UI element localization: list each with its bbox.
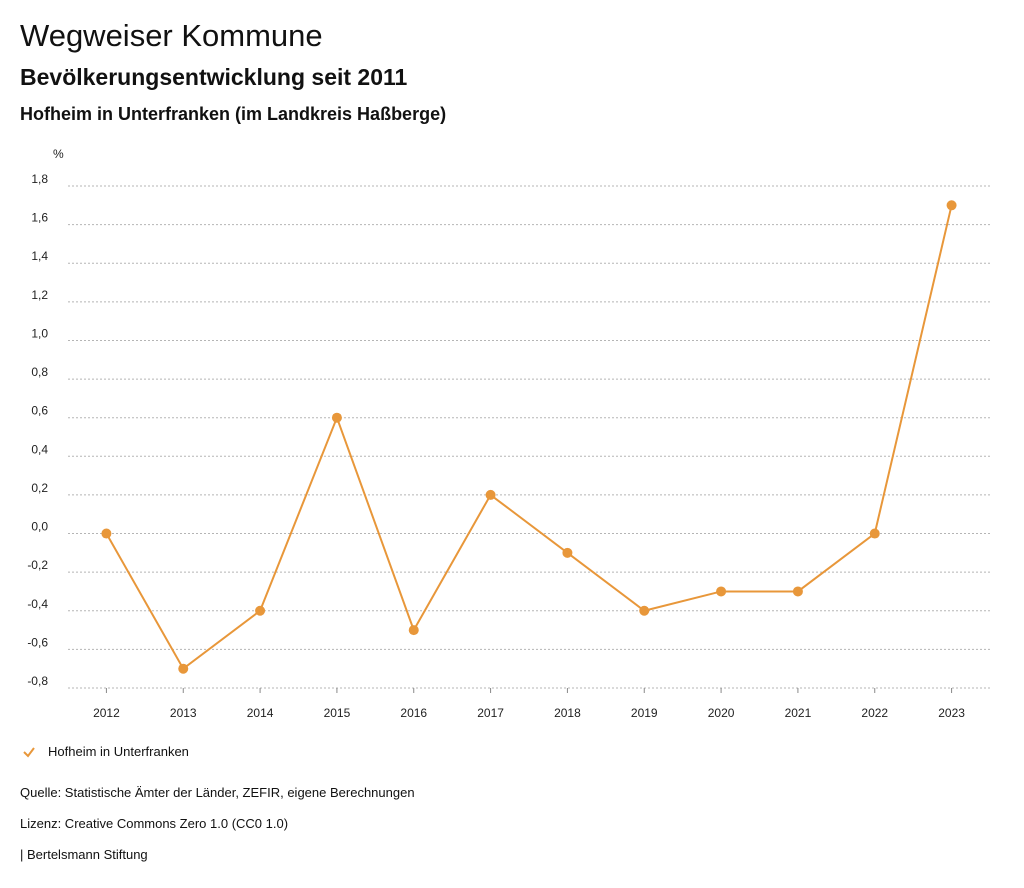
x-tick-label: 2017 bbox=[477, 706, 504, 720]
y-tick-label: 1,6 bbox=[31, 211, 48, 225]
x-tick-label: 2014 bbox=[247, 706, 274, 720]
line-chart: % -0,8 -0,6 -0,4 -0,2 0,0 0,2 0,4 0,6 0,8 1,0 1,2 1… bbox=[27, 147, 990, 720]
chart-place: Hofheim in Unterfranken (im Landkreis Ha… bbox=[20, 104, 447, 124]
x-tick-label: 2022 bbox=[861, 706, 888, 720]
x-axis-ticks: 2012 2013 2014 2015 2016 2017 2018 2019 2020 2021… bbox=[93, 688, 965, 720]
chart-subtitle: Bevölkerungsentwicklung seit 2011 bbox=[20, 64, 408, 90]
y-tick-label: 0,2 bbox=[31, 481, 48, 495]
x-tick-label: 2013 bbox=[170, 706, 197, 720]
y-tick-label: -0,6 bbox=[27, 635, 48, 649]
data-point[interactable] bbox=[485, 489, 496, 500]
data-point[interactable] bbox=[331, 412, 342, 423]
y-tick-label: 1,4 bbox=[31, 249, 48, 263]
y-tick-label: 1,2 bbox=[31, 288, 48, 302]
y-tick-label: -0,8 bbox=[27, 674, 48, 688]
series-line bbox=[105, 205, 953, 671]
y-tick-label: 0,6 bbox=[31, 404, 48, 418]
data-point[interactable] bbox=[178, 663, 189, 674]
brand-note: | Bertelsmann Stiftung bbox=[20, 847, 148, 862]
y-tick-label: 0,0 bbox=[31, 520, 48, 534]
x-tick-label: 2019 bbox=[631, 706, 658, 720]
y-tick-label: 0,8 bbox=[31, 365, 48, 379]
chart-title: Wegweiser Kommune bbox=[20, 18, 323, 53]
y-tick-label: -0,4 bbox=[27, 597, 48, 611]
x-tick-label: 2016 bbox=[400, 706, 427, 720]
source-note: Quelle: Statistische Ämter der Länder, Z… bbox=[20, 785, 415, 800]
grid-lines bbox=[68, 185, 990, 689]
legend-label: Hofheim in Unterfranken bbox=[48, 744, 189, 759]
data-point[interactable] bbox=[946, 200, 957, 211]
x-tick-label: 2021 bbox=[785, 706, 812, 720]
data-point[interactable] bbox=[101, 528, 112, 539]
y-tick-label: -0,2 bbox=[27, 558, 48, 572]
data-point[interactable] bbox=[639, 605, 650, 616]
x-tick-label: 2012 bbox=[93, 706, 120, 720]
x-tick-label: 2015 bbox=[324, 706, 351, 720]
data-point[interactable] bbox=[408, 625, 419, 636]
y-tick-label: 0,4 bbox=[31, 442, 48, 456]
y-axis-ticks: -0,8 -0,6 -0,4 -0,2 0,0 0,2 0,4 0,6 0,8 1,0 1,2 1,4… bbox=[27, 172, 48, 688]
x-tick-label: 2023 bbox=[938, 706, 965, 720]
y-unit-label: % bbox=[53, 147, 64, 161]
license-note: Lizenz: Creative Commons Zero 1.0 (CC0 1… bbox=[20, 816, 289, 831]
data-point[interactable] bbox=[716, 586, 727, 597]
data-point[interactable] bbox=[869, 528, 880, 539]
data-point[interactable] bbox=[255, 605, 266, 616]
y-tick-label: 1,0 bbox=[31, 326, 48, 340]
series-hofheim bbox=[101, 200, 957, 674]
data-point[interactable] bbox=[792, 586, 803, 597]
y-tick-label: 1,8 bbox=[31, 172, 48, 186]
check-icon bbox=[23, 746, 35, 758]
legend[interactable]: Hofheim in Unterfranken bbox=[22, 744, 189, 759]
data-point[interactable] bbox=[562, 547, 573, 558]
x-tick-label: 2018 bbox=[554, 706, 581, 720]
x-tick-label: 2020 bbox=[708, 706, 735, 720]
